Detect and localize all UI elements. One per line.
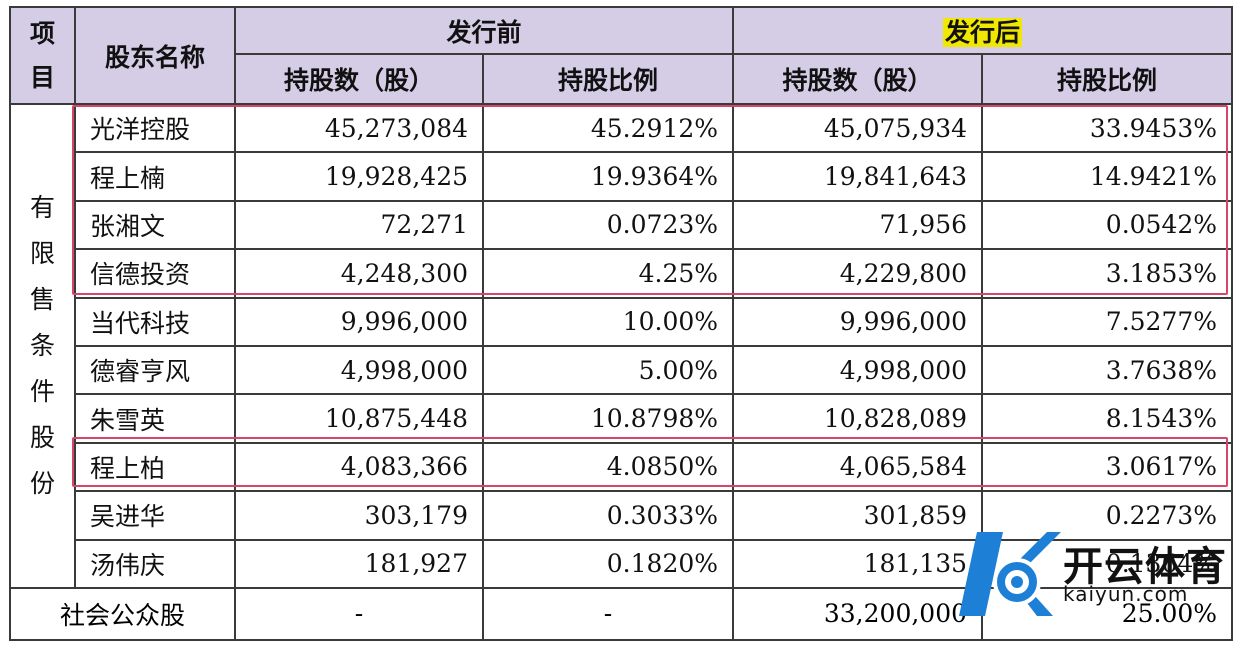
header-before: 发行前	[233, 6, 735, 55]
header-after-shares: 持股数（股）	[732, 53, 984, 105]
before-ratio: 0.0723%	[481, 199, 735, 251]
before-shares: 303,179	[234, 490, 484, 541]
header-item: 项目	[9, 6, 76, 105]
shareholder-name: 汤伟庆	[74, 538, 236, 589]
after-ratio: 3.0617%	[981, 441, 1234, 493]
watermark-text-en: kaiyun.com	[1063, 582, 1189, 606]
group-label-char: 件	[29, 376, 55, 406]
after-ratio: 0.0542%	[981, 199, 1234, 251]
before-ratio: 0.3033%	[481, 490, 735, 541]
before-shares: 181,927	[234, 538, 484, 589]
header-after: 发行后	[732, 6, 1234, 55]
shareholder-name: 程上楠	[74, 151, 236, 202]
shareholder-name: 程上柏	[74, 441, 236, 493]
watermark-text-zh: 开云体育	[1063, 544, 1227, 590]
group-label: 有限售条件股份	[9, 103, 76, 589]
table-row: 吴进华 303,179 0.3033% 301,859 0.2273%	[10, 490, 1234, 541]
shareholder-name: 德睿亨风	[74, 344, 236, 396]
before-shares: 4,083,366	[234, 441, 484, 493]
table-body: 有限售条件股份光洋控股 45,273,084 45.2912% 45,075,934 3…	[9, 102, 1234, 589]
before-shares: 9,996,000	[234, 296, 484, 347]
shareholder-name: 光洋控股	[74, 102, 236, 154]
before-shares: 19,928,425	[234, 151, 484, 202]
public-after-shares: 33,200,000	[732, 586, 984, 641]
before-shares: 10,875,448	[234, 393, 484, 444]
table-row: 信德投资 4,248,300 4.25% 4,229,800 3.1853%	[10, 248, 1234, 299]
group-label-char: 售	[29, 284, 55, 314]
after-shares: 4,229,800	[732, 248, 984, 299]
table-row: 汤伟庆 181,927 0.1820% 181,135 0.1364%	[10, 538, 1234, 589]
table-row: 朱雪英 10,875,448 10.8798% 10,828,089 8.1543%	[10, 393, 1234, 444]
table-row: 程上楠 19,928,425 19.9364% 19,841,643 14.9421%	[10, 151, 1234, 202]
shareholder-name: 张湘文	[74, 199, 236, 251]
header-after-ratio: 持股比例	[981, 53, 1234, 105]
after-ratio: 3.1853%	[981, 248, 1234, 299]
after-shares: 4,998,000	[732, 344, 984, 396]
header-before-ratio: 持股比例	[481, 53, 735, 105]
after-shares: 71,956	[732, 199, 984, 251]
table-row: 张湘文 72,271 0.0723% 71,956 0.0542%	[10, 199, 1234, 251]
group-label-char: 有	[29, 192, 55, 222]
before-ratio: 10.8798%	[481, 393, 735, 444]
shareholder-name: 朱雪英	[74, 393, 236, 444]
shareholder-name: 吴进华	[74, 490, 236, 541]
header-after-highlight: 发行后	[943, 17, 1023, 47]
before-ratio: 45.2912%	[481, 102, 735, 154]
shareholder-name: 当代科技	[74, 296, 236, 347]
after-ratio: 7.5277%	[981, 296, 1234, 347]
after-shares: 301,859	[732, 490, 984, 541]
public-before-shares: -	[234, 586, 484, 641]
before-ratio: 10.00%	[481, 296, 735, 347]
before-ratio: 4.0850%	[481, 441, 735, 493]
group-label-char: 份	[29, 468, 55, 498]
after-shares: 45,075,934	[732, 102, 984, 154]
before-shares: 4,998,000	[234, 344, 484, 396]
table-row: 德睿亨风 4,998,000 5.00% 4,998,000 3.7638%	[10, 344, 1234, 396]
group-label-char: 条	[29, 330, 55, 360]
header-before-shares: 持股数（股）	[234, 53, 484, 105]
after-shares: 181,135	[732, 538, 984, 589]
after-ratio: 14.9421%	[981, 151, 1234, 202]
header-shareholder: 股东名称	[74, 6, 236, 105]
public-before-ratio: -	[481, 586, 735, 641]
before-ratio: 4.25%	[481, 248, 735, 299]
after-shares: 19,841,643	[732, 151, 984, 202]
before-shares: 72,271	[234, 199, 484, 251]
group-label-char: 限	[29, 238, 55, 268]
watermark: 开云体育 kaiyun.com	[955, 524, 1235, 624]
after-shares: 4,065,584	[732, 441, 984, 493]
before-shares: 45,273,084	[234, 102, 484, 154]
header-item-text: 项目	[30, 18, 56, 92]
before-ratio: 19.9364%	[481, 151, 735, 202]
before-ratio: 5.00%	[481, 344, 735, 396]
after-shares: 10,828,089	[732, 393, 984, 444]
table-row: 有限售条件股份光洋控股 45,273,084 45.2912% 45,075,934 3…	[9, 102, 1234, 589]
group-label-char: 股	[29, 422, 55, 452]
shareholder-name: 信德投资	[74, 248, 236, 299]
after-shares: 9,996,000	[732, 296, 984, 347]
after-ratio: 33.9453%	[981, 102, 1234, 154]
public-label: 社会公众股	[9, 586, 236, 641]
after-ratio: 3.7638%	[981, 344, 1234, 396]
before-shares: 4,248,300	[234, 248, 484, 299]
after-ratio: 8.1543%	[981, 393, 1234, 444]
table-row: 当代科技 9,996,000 10.00% 9,996,000 7.5277%	[10, 296, 1234, 347]
after-ratio: 0.2273%	[981, 490, 1234, 541]
table-row: 程上柏 4,083,366 4.0850% 4,065,584 3.0617%	[10, 441, 1234, 493]
before-ratio: 0.1820%	[481, 538, 735, 589]
kaiyun-logo-icon	[959, 532, 1061, 616]
